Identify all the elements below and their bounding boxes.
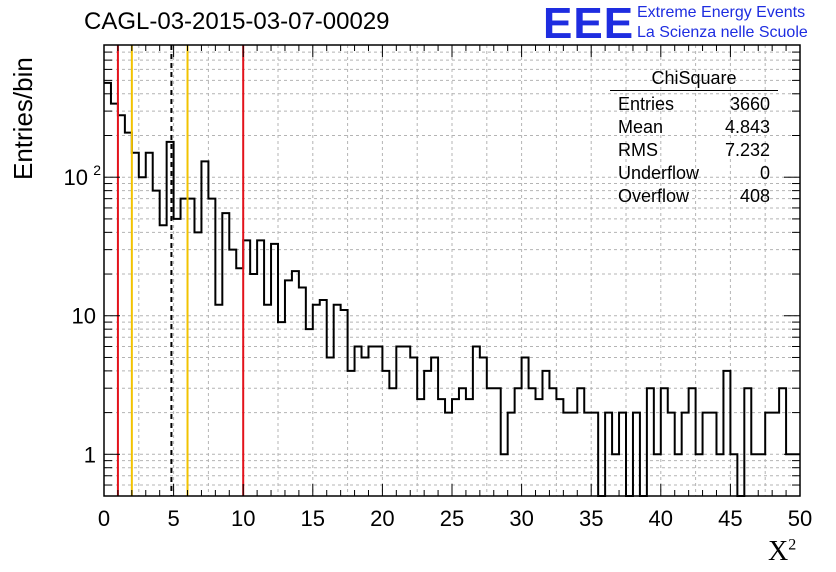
y-tick-label-sup: 2 xyxy=(93,162,101,178)
y-tick-label: 10 xyxy=(72,304,96,329)
x-axis-label-sup: 2 xyxy=(788,536,797,554)
x-tick-label: 15 xyxy=(301,506,325,531)
stats-title: ChiSquare xyxy=(610,68,778,91)
x-tick-label: 20 xyxy=(370,506,394,531)
stats-label: Underflow xyxy=(618,163,700,183)
x-tick-label: 0 xyxy=(98,506,110,531)
x-tick-label: 45 xyxy=(718,506,742,531)
x-tick-label: 40 xyxy=(649,506,673,531)
stats-value: 3660 xyxy=(729,94,770,114)
x-tick-label: 5 xyxy=(167,506,179,531)
stats-row-mean: Mean 4.843 xyxy=(610,116,778,139)
stats-row-rms: RMS 7.232 xyxy=(610,139,778,162)
stats-box: ChiSquare Entries 3660 Mean 4.843 RMS 7.… xyxy=(610,68,778,208)
stats-label: RMS xyxy=(618,140,658,160)
x-tick-label: 25 xyxy=(440,506,464,531)
x-tick-label: 10 xyxy=(231,506,255,531)
x-axis-label-base: X xyxy=(768,536,789,567)
stats-label: Mean xyxy=(618,117,664,137)
x-tick-label: 50 xyxy=(788,506,812,531)
stats-label: Entries xyxy=(618,94,675,114)
logo-line-2: La Scienza nelle Scuole xyxy=(637,24,808,41)
stats-row-underflow: Underflow 0 xyxy=(610,162,778,185)
histogram-outline xyxy=(104,81,800,497)
eee-logo-mark: EEE xyxy=(543,0,635,48)
x-tick-label: 30 xyxy=(509,506,533,531)
y-tick-label: 10 xyxy=(64,165,88,190)
x-tick-label: 35 xyxy=(579,506,603,531)
chart-title: CAGL-03-2015-03-07-00029 xyxy=(84,8,390,35)
stats-value: 0 xyxy=(759,163,770,183)
y-axis-label: Entries/bin xyxy=(8,57,38,180)
stats-row-overflow: Overflow 408 xyxy=(610,185,778,208)
stats-label: Overflow xyxy=(618,186,690,206)
stats-row-entries: Entries 3660 xyxy=(610,93,778,116)
stats-value: 4.843 xyxy=(724,117,770,137)
y-tick-label: 1 xyxy=(84,442,96,467)
stats-value: 7.232 xyxy=(724,140,770,160)
stats-value: 408 xyxy=(739,186,770,206)
x-axis-label: X2 xyxy=(768,536,796,568)
logo-line-1: Extreme Energy Events xyxy=(637,4,806,21)
